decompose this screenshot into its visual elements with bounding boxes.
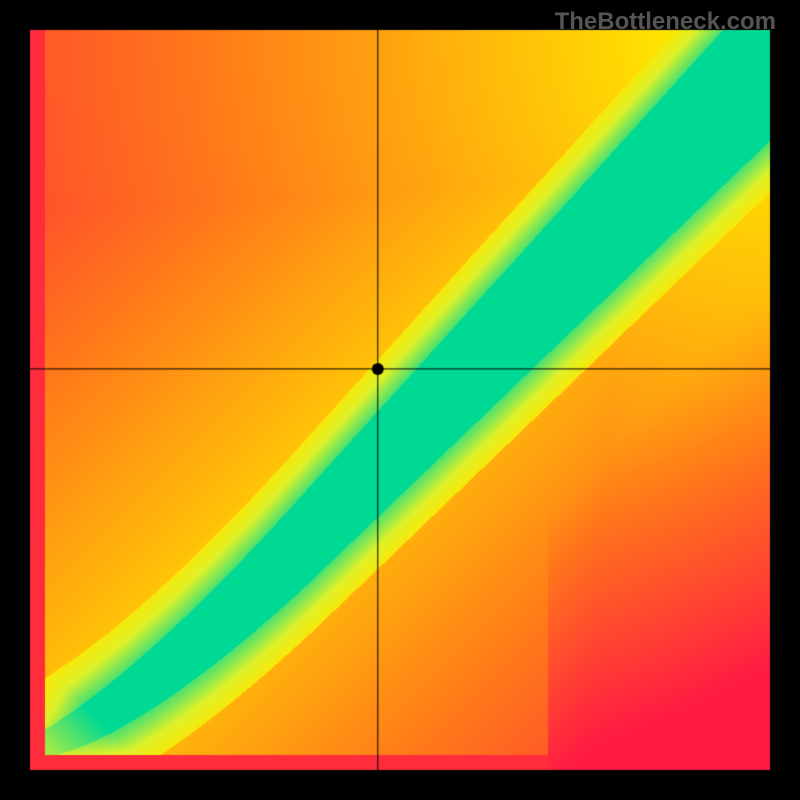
bottleneck-heatmap [0, 0, 800, 800]
chart-container: TheBottleneck.com [0, 0, 800, 800]
watermark-label: TheBottleneck.com [555, 8, 776, 36]
